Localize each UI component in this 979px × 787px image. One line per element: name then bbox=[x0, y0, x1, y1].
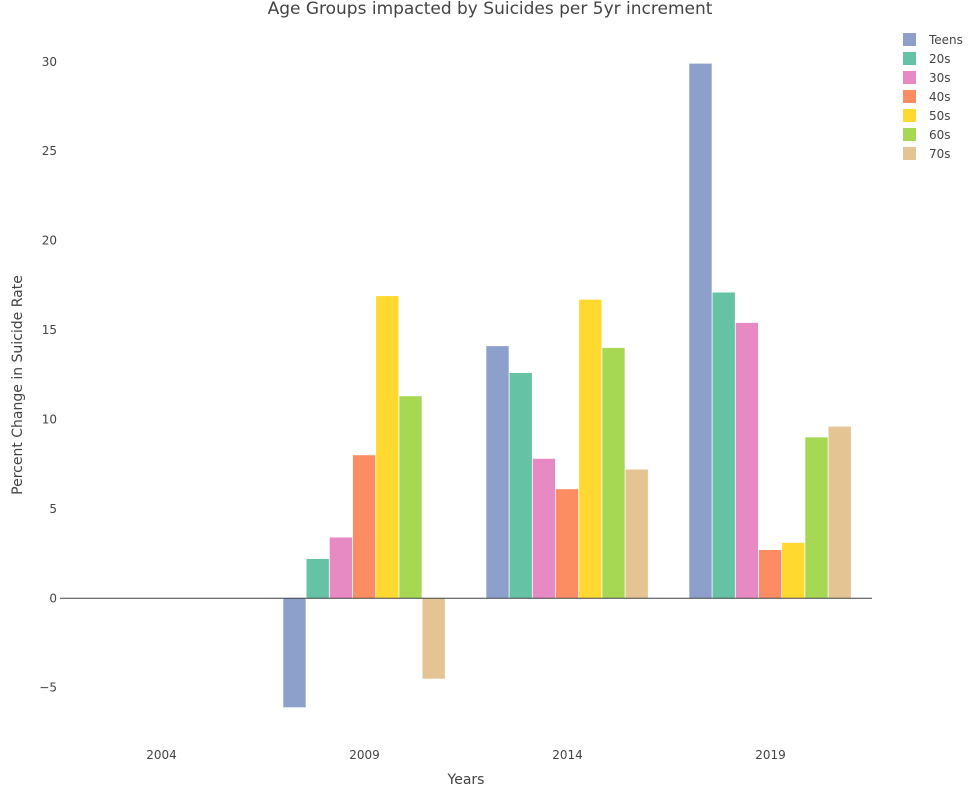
bar-70s-2019[interactable] bbox=[828, 426, 851, 599]
bar-40s-2009[interactable] bbox=[352, 455, 376, 599]
x-tick-label: 2009 bbox=[349, 748, 380, 762]
bar-50s-2019[interactable] bbox=[782, 542, 805, 599]
legend-swatch-teens[interactable] bbox=[903, 33, 916, 46]
legend-label-50s[interactable]: 50s bbox=[929, 109, 951, 123]
bars-group bbox=[283, 63, 851, 708]
y-axis-ticks: −5 0 5 10 15 20 25 30 bbox=[39, 55, 57, 695]
x-axis-title: Years bbox=[447, 772, 485, 787]
bar-20s-2009[interactable] bbox=[306, 558, 329, 599]
bar-30s-2014[interactable] bbox=[532, 458, 556, 599]
y-tick-label: 5 bbox=[49, 502, 57, 516]
legend-label-30s[interactable]: 30s bbox=[929, 71, 951, 85]
bar-20s-2014[interactable] bbox=[509, 372, 532, 599]
y-axis-title: Percent Change in Suicide Rate bbox=[10, 275, 26, 495]
legend-swatch-50s[interactable] bbox=[903, 109, 916, 122]
y-tick-label: 30 bbox=[42, 55, 57, 69]
y-tick-label: −5 bbox=[39, 681, 57, 695]
legend-label-20s[interactable]: 20s bbox=[929, 52, 951, 66]
bar-50s-2014[interactable] bbox=[579, 299, 602, 599]
bar-40s-2014[interactable] bbox=[555, 489, 579, 599]
legend-label-teens[interactable]: Teens bbox=[928, 33, 963, 47]
y-tick-label: 0 bbox=[49, 591, 57, 605]
bar-70s-2014[interactable] bbox=[625, 469, 648, 599]
legend-label-70s[interactable]: 70s bbox=[929, 147, 951, 161]
x-tick-label: 2004 bbox=[146, 748, 177, 762]
legend[interactable]: Teens 20s 30s 40s 50s 60s 70s bbox=[903, 33, 963, 161]
bar-teens-2019[interactable] bbox=[689, 63, 712, 599]
bar-30s-2019[interactable] bbox=[735, 322, 759, 599]
chart-title: Age Groups impacted by Suicides per 5yr … bbox=[268, 0, 713, 19]
y-tick-label: 20 bbox=[42, 234, 57, 248]
legend-swatch-70s[interactable] bbox=[903, 147, 916, 160]
bar-50s-2009[interactable] bbox=[376, 296, 399, 599]
bar-30s-2009[interactable] bbox=[329, 537, 353, 599]
legend-swatch-40s[interactable] bbox=[903, 90, 916, 103]
bar-teens-2009[interactable] bbox=[283, 598, 306, 708]
legend-label-40s[interactable]: 40s bbox=[929, 90, 951, 104]
bar-60s-2014[interactable] bbox=[602, 347, 625, 599]
x-axis-ticks: 2004 2009 2014 2019 bbox=[146, 748, 786, 762]
bar-40s-2019[interactable] bbox=[758, 549, 782, 599]
legend-swatch-60s[interactable] bbox=[903, 128, 916, 141]
bar-70s-2009[interactable] bbox=[422, 598, 445, 679]
bar-60s-2019[interactable] bbox=[805, 437, 828, 599]
legend-swatch-20s[interactable] bbox=[903, 52, 916, 65]
bar-teens-2014[interactable] bbox=[486, 346, 509, 599]
bar-20s-2019[interactable] bbox=[712, 292, 735, 599]
legend-swatch-30s[interactable] bbox=[903, 71, 916, 84]
y-tick-label: 10 bbox=[42, 412, 57, 426]
x-tick-label: 2019 bbox=[755, 748, 786, 762]
legend-label-60s[interactable]: 60s bbox=[929, 128, 951, 142]
x-tick-label: 2014 bbox=[552, 748, 583, 762]
y-tick-label: 25 bbox=[42, 144, 57, 158]
bar-60s-2009[interactable] bbox=[399, 396, 422, 599]
y-tick-label: 15 bbox=[42, 323, 57, 337]
